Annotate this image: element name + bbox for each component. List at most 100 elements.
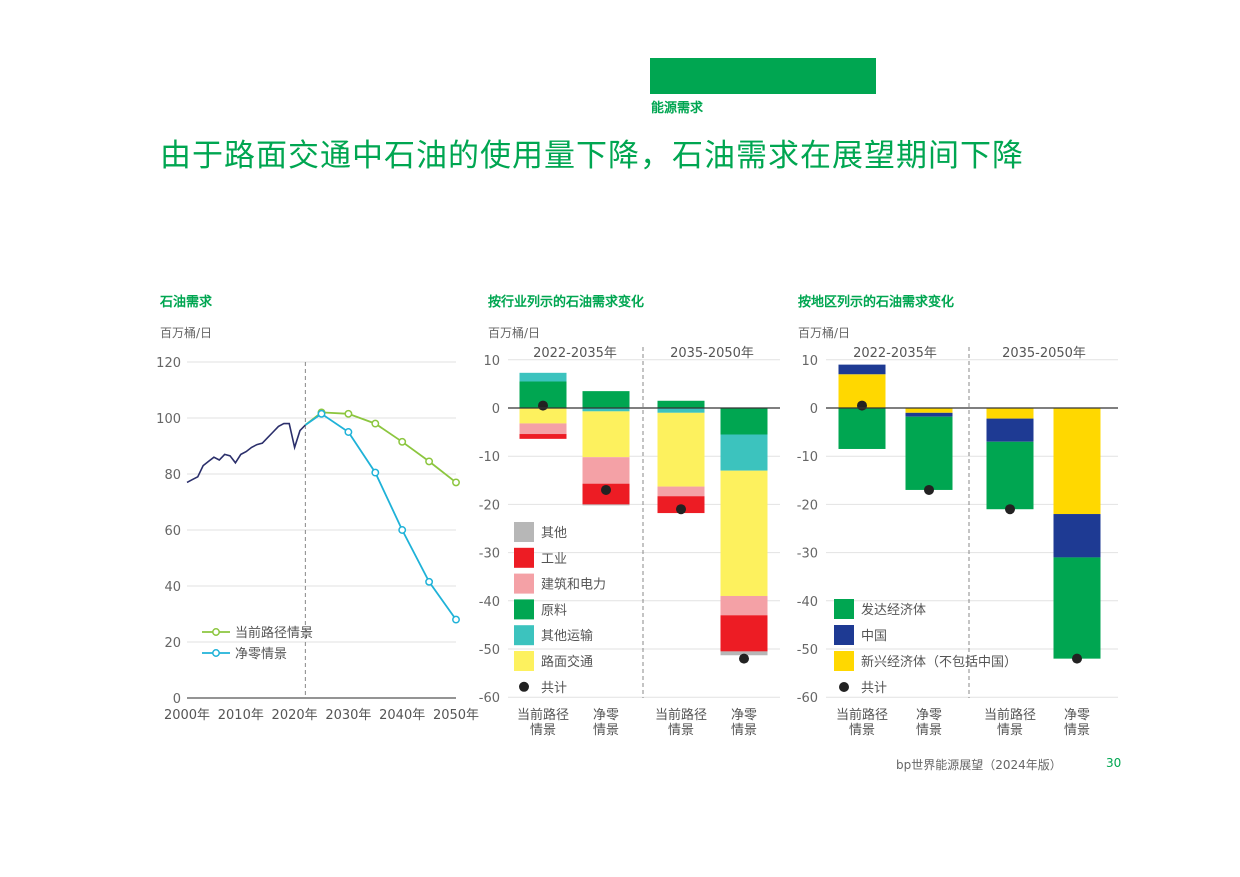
y-tick-label: 100 bbox=[156, 412, 181, 427]
data-point bbox=[344, 409, 353, 418]
category-label: 当前路径 bbox=[655, 707, 707, 723]
total-marker bbox=[1005, 504, 1015, 515]
legend-label: 共计 bbox=[541, 681, 567, 696]
category-label: 情景 bbox=[1064, 723, 1090, 738]
legend-marker bbox=[212, 628, 220, 636]
bar-segment bbox=[986, 418, 1034, 442]
total-marker bbox=[676, 504, 686, 515]
bar-segment bbox=[657, 412, 705, 487]
period-label: 2022-2035年 bbox=[853, 346, 937, 361]
legend-label: 工业 bbox=[541, 552, 567, 567]
bar-segment bbox=[838, 364, 886, 375]
y-tick-label: -30 bbox=[479, 547, 500, 562]
legend-marker bbox=[212, 649, 220, 657]
total-marker bbox=[857, 400, 867, 411]
bar-segment bbox=[720, 434, 768, 471]
y-tick-label: 120 bbox=[156, 356, 181, 371]
total-marker bbox=[1072, 653, 1082, 664]
legend-marker bbox=[519, 681, 529, 692]
legend-label: 原料 bbox=[541, 603, 567, 618]
legend-label: 其他运输 bbox=[541, 628, 593, 644]
y-tick-label: 10 bbox=[801, 354, 818, 369]
page-number: 30 bbox=[1106, 756, 1122, 770]
y-tick-label: -50 bbox=[797, 643, 818, 658]
chart2-title: 按行业列示的石油需求变化 bbox=[488, 295, 645, 310]
legend-swatch bbox=[514, 599, 534, 620]
y-tick-label: 10 bbox=[483, 354, 500, 369]
y-tick-label: -20 bbox=[797, 498, 818, 513]
data-point bbox=[398, 526, 407, 534]
category-label: 当前路径 bbox=[984, 707, 1036, 723]
data-point bbox=[317, 409, 326, 418]
period-label: 2035-2050年 bbox=[1002, 346, 1086, 361]
data-point bbox=[452, 615, 460, 624]
legend-label: 其他 bbox=[541, 526, 567, 541]
y-tick-label: 40 bbox=[164, 580, 181, 595]
x-tick-label: 2000年 bbox=[164, 708, 210, 723]
category-label: 净零 bbox=[1064, 708, 1090, 723]
category-label: 情景 bbox=[668, 723, 694, 738]
legend-label: 净零情景 bbox=[235, 647, 287, 662]
section-label: 能源需求 bbox=[651, 101, 704, 116]
bar-segment bbox=[519, 434, 567, 439]
bar-segment bbox=[519, 408, 567, 424]
y-tick-label: 0 bbox=[810, 402, 818, 417]
category-label: 情景 bbox=[731, 723, 757, 738]
x-tick-label: 2040年 bbox=[379, 708, 425, 723]
publication-name: bp世界能源展望（2024年版） bbox=[896, 758, 1062, 772]
bar-segment bbox=[720, 651, 768, 656]
history-line bbox=[186, 422, 306, 484]
y-tick-label: -40 bbox=[479, 595, 500, 610]
category-label: 情景 bbox=[593, 723, 619, 738]
x-tick-label: 2050年 bbox=[433, 708, 479, 723]
y-tick-label: -20 bbox=[479, 498, 500, 513]
bar-segment bbox=[657, 408, 705, 413]
bar-segment bbox=[519, 423, 567, 435]
category-label: 净零 bbox=[731, 708, 757, 723]
section-color-bar bbox=[650, 58, 876, 94]
bar-segment bbox=[582, 457, 630, 484]
y-tick-label: -30 bbox=[797, 547, 818, 562]
category-label: 情景 bbox=[530, 723, 556, 738]
chart3-unit: 百万桶/日 bbox=[798, 326, 851, 340]
y-tick-label: -10 bbox=[479, 450, 500, 465]
chart1-unit: 百万桶/日 bbox=[160, 326, 213, 340]
bar-segment bbox=[1053, 408, 1101, 515]
period-label: 2035-2050年 bbox=[670, 346, 754, 361]
bar-segment bbox=[1053, 557, 1101, 659]
chart3-title: 按地区列示的石油需求变化 bbox=[798, 295, 955, 310]
bar-segment bbox=[838, 408, 886, 449]
legend-swatch bbox=[834, 651, 854, 671]
legend-swatch bbox=[514, 573, 534, 594]
bar-segment bbox=[657, 486, 705, 497]
bar-segment bbox=[905, 412, 953, 417]
period-label: 2022-2035年 bbox=[533, 346, 617, 361]
y-tick-label: 20 bbox=[164, 636, 181, 651]
x-tick-label: 2010年 bbox=[218, 708, 264, 723]
chart1-title: 石油需求 bbox=[160, 295, 213, 310]
chart2-unit: 百万桶/日 bbox=[488, 326, 541, 340]
bar-segment bbox=[720, 408, 768, 435]
legend-label: 新兴经济体（不包括中国） bbox=[861, 654, 1017, 670]
y-tick-label: 0 bbox=[492, 402, 500, 417]
y-tick-label: -60 bbox=[479, 691, 500, 706]
bar-segment bbox=[582, 411, 630, 458]
legend-label: 中国 bbox=[861, 629, 887, 644]
category-label: 净零 bbox=[593, 708, 619, 723]
page-headline: 由于路面交通中石油的使用量下降，石油需求在展望期间下降 bbox=[160, 138, 1024, 174]
x-tick-label: 2020年 bbox=[272, 708, 318, 723]
data-point bbox=[371, 468, 380, 477]
y-tick-label: 60 bbox=[164, 524, 181, 539]
category-label: 情景 bbox=[849, 723, 875, 738]
data-point bbox=[344, 428, 353, 436]
bar-segment bbox=[582, 408, 630, 412]
bar-segment bbox=[657, 400, 705, 408]
category-label: 情景 bbox=[997, 723, 1023, 738]
legend-swatch bbox=[514, 547, 534, 568]
bar-segment bbox=[720, 470, 768, 596]
x-tick-label: 2030年 bbox=[325, 708, 371, 723]
bar-segment bbox=[720, 595, 768, 616]
total-marker bbox=[739, 653, 749, 664]
